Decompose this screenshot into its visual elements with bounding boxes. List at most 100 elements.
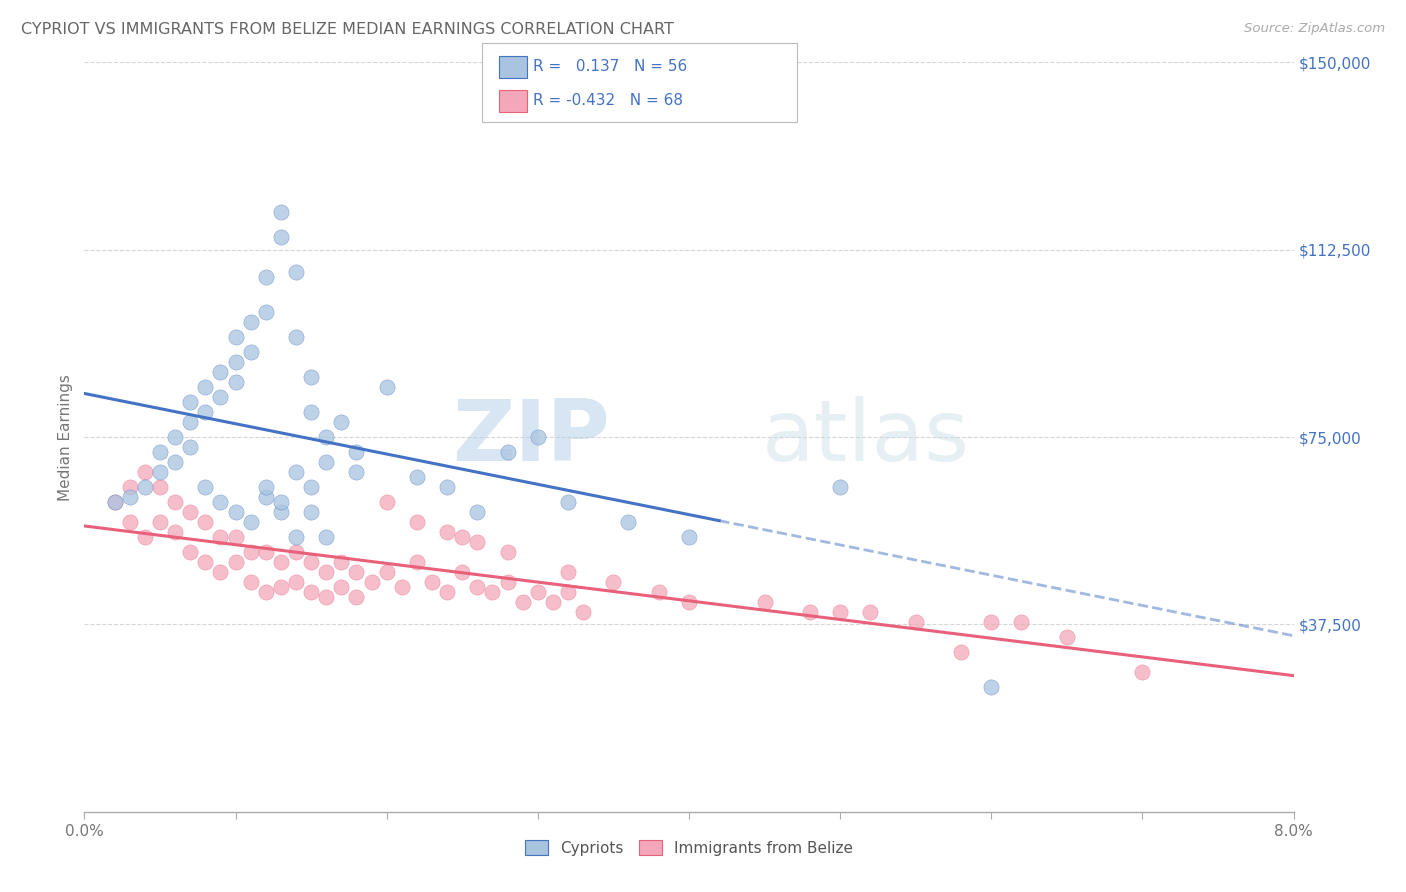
Text: CYPRIOT VS IMMIGRANTS FROM BELIZE MEDIAN EARNINGS CORRELATION CHART: CYPRIOT VS IMMIGRANTS FROM BELIZE MEDIAN…: [21, 22, 673, 37]
Point: [254, 490, 277, 504]
Point: [572, 605, 595, 619]
Point: [330, 415, 353, 429]
Point: [285, 330, 308, 344]
Point: [239, 315, 262, 329]
Point: [254, 270, 277, 285]
Point: [104, 495, 127, 509]
Point: [375, 565, 398, 579]
Point: [557, 495, 579, 509]
Point: [118, 490, 141, 504]
Point: [254, 480, 277, 494]
Text: R = -0.432   N = 68: R = -0.432 N = 68: [533, 94, 683, 108]
Point: [557, 585, 579, 599]
Point: [194, 480, 217, 494]
Point: [1056, 630, 1078, 644]
Point: [118, 480, 141, 494]
Point: [134, 530, 156, 544]
Point: [451, 565, 474, 579]
Point: [270, 495, 292, 509]
Point: [436, 480, 458, 494]
Point: [254, 545, 277, 559]
Point: [451, 530, 474, 544]
Point: [648, 585, 671, 599]
Point: [436, 524, 458, 539]
Point: [496, 445, 519, 459]
Point: [239, 515, 262, 529]
Point: [270, 580, 292, 594]
Point: [436, 585, 458, 599]
Point: [225, 505, 247, 519]
Point: [285, 574, 308, 589]
Legend: Cypriots, Immigrants from Belize: Cypriots, Immigrants from Belize: [520, 835, 858, 860]
Point: [270, 505, 292, 519]
Point: [179, 440, 201, 454]
Point: [617, 515, 640, 529]
Point: [149, 480, 172, 494]
Point: [299, 405, 322, 419]
Point: [254, 585, 277, 599]
Y-axis label: Median Earnings: Median Earnings: [58, 374, 73, 500]
Point: [285, 545, 308, 559]
Point: [527, 585, 550, 599]
Point: [527, 430, 550, 444]
Point: [270, 555, 292, 569]
Point: [330, 555, 353, 569]
Point: [754, 595, 776, 609]
Point: [346, 565, 368, 579]
Point: [225, 555, 247, 569]
Point: [315, 565, 337, 579]
Point: [406, 515, 429, 529]
Point: [315, 530, 337, 544]
Point: [225, 375, 247, 389]
Point: [225, 330, 247, 344]
Text: atlas: atlas: [762, 395, 970, 479]
Point: [830, 605, 852, 619]
Point: [602, 574, 624, 589]
Point: [270, 230, 292, 244]
Point: [165, 495, 187, 509]
Point: [330, 580, 353, 594]
Point: [149, 515, 172, 529]
Point: [299, 585, 322, 599]
Point: [375, 495, 398, 509]
Point: [165, 524, 187, 539]
Point: [557, 565, 579, 579]
Point: [315, 455, 337, 469]
Point: [194, 555, 217, 569]
Point: [406, 555, 429, 569]
Point: [980, 615, 1002, 629]
Point: [239, 574, 262, 589]
Point: [270, 205, 292, 219]
Point: [496, 545, 519, 559]
Point: [118, 515, 141, 529]
Text: R =   0.137   N = 56: R = 0.137 N = 56: [533, 60, 688, 74]
Point: [406, 470, 429, 484]
Point: [285, 465, 308, 479]
Point: [346, 465, 368, 479]
Point: [285, 265, 308, 279]
Point: [134, 465, 156, 479]
Point: [209, 495, 232, 509]
Point: [346, 445, 368, 459]
Point: [194, 380, 217, 394]
Point: [859, 605, 882, 619]
Point: [904, 615, 927, 629]
Point: [254, 305, 277, 319]
Point: [950, 645, 973, 659]
Point: [391, 580, 413, 594]
Point: [209, 365, 232, 379]
Point: [299, 480, 322, 494]
Point: [149, 445, 172, 459]
Point: [541, 595, 564, 609]
Point: [512, 595, 534, 609]
Point: [299, 505, 322, 519]
Point: [315, 430, 337, 444]
Point: [481, 585, 503, 599]
Point: [165, 455, 187, 469]
Point: [225, 530, 247, 544]
Text: ZIP: ZIP: [453, 395, 610, 479]
Point: [104, 495, 127, 509]
Point: [1132, 665, 1154, 679]
Point: [799, 605, 821, 619]
Point: [678, 595, 700, 609]
